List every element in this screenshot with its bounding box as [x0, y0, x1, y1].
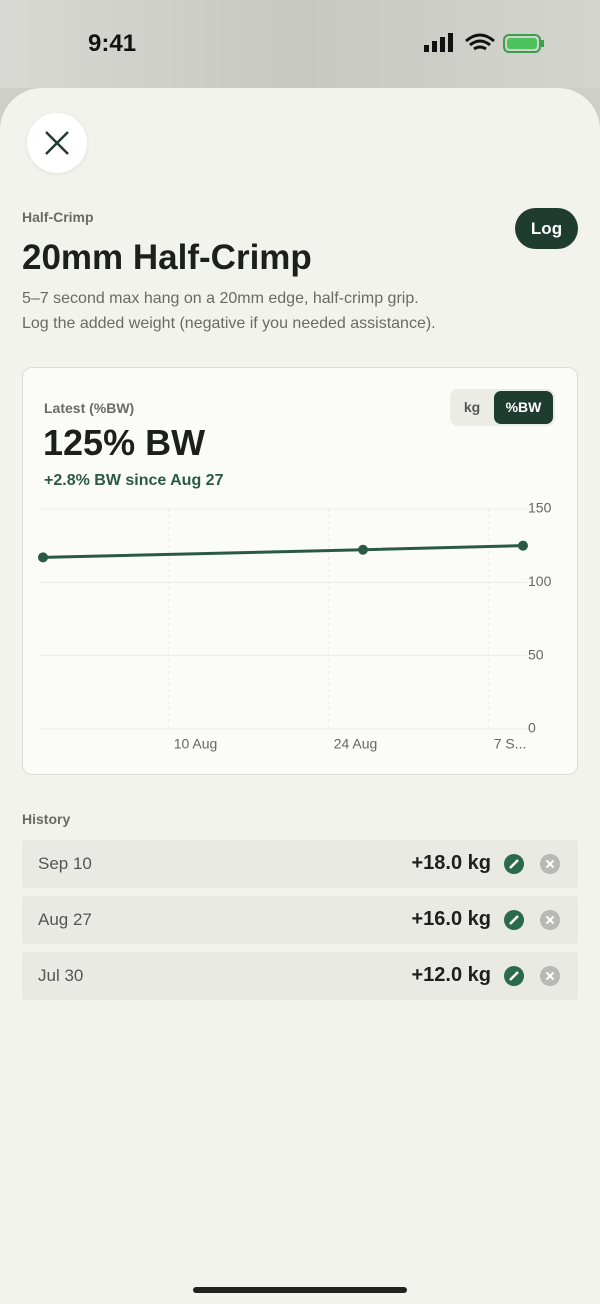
- y-tick-label: 100: [528, 573, 552, 589]
- description-line: 5–7 second max hang on a 20mm edge, half…: [22, 290, 419, 307]
- row-value: +18.0 kg: [411, 852, 491, 874]
- edit-button[interactable]: [504, 910, 524, 930]
- toggle-option[interactable]: kg: [463, 399, 481, 415]
- log-button[interactable]: Log: [515, 208, 578, 249]
- y-tick-label: 0: [528, 720, 536, 736]
- x-tick-label: 24 Aug: [334, 736, 378, 752]
- latest-value: 125% BW: [43, 422, 206, 463]
- data-point: [38, 552, 48, 563]
- row-date: Jul 30: [38, 966, 84, 985]
- delete-button[interactable]: [540, 910, 560, 930]
- y-tick-label: 50: [528, 646, 544, 662]
- category: Half-Crimp: [22, 209, 94, 225]
- history-row: Aug 27 +16.0 kg: [22, 896, 578, 944]
- row-date: Sep 10: [38, 854, 92, 873]
- row-date: Aug 27: [38, 910, 92, 929]
- delete-button[interactable]: [540, 966, 560, 986]
- home-indicator: [193, 1287, 407, 1293]
- chart-card: [22, 367, 578, 775]
- history-title: History: [22, 811, 71, 827]
- data-line: [42, 544, 524, 559]
- x-tick-label: 10 Aug: [174, 736, 218, 752]
- time: 9:41: [88, 30, 137, 57]
- status-bar: 9:41: [0, 0, 600, 88]
- status-icons: [424, 33, 544, 53]
- edit-button[interactable]: [504, 966, 524, 986]
- change: +2.8% BW since Aug 27: [44, 472, 224, 489]
- unit-toggle: kg %BW: [450, 389, 555, 426]
- history-row: Sep 10 +18.0 kg: [22, 840, 578, 888]
- card-label: Latest (%BW): [44, 400, 135, 416]
- delete-button[interactable]: [540, 854, 560, 874]
- x-tick-label: 7 S...: [494, 736, 527, 752]
- row-value: +12.0 kg: [411, 964, 491, 986]
- data-point: [358, 544, 368, 555]
- close-icon: [45, 131, 69, 155]
- chart: 0 50 100 150 10 Aug 24 Aug 7 S...: [38, 500, 552, 752]
- y-tick-label: 150: [528, 500, 552, 516]
- toggle-option[interactable]: %BW: [494, 391, 553, 424]
- row-value: +16.0 kg: [411, 908, 491, 930]
- history-row: Jul 30 +12.0 kg: [22, 952, 578, 1000]
- description-line: Log the added weight (negative if you ne…: [22, 315, 436, 332]
- close-button[interactable]: [27, 113, 87, 173]
- edit-button[interactable]: [504, 854, 524, 874]
- title: 20mm Half-Crimp: [22, 238, 312, 277]
- data-point: [518, 540, 528, 551]
